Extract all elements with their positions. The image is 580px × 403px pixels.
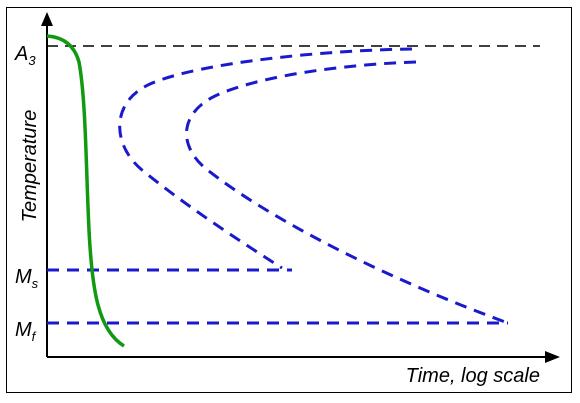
ms-label-main: M: [15, 266, 32, 288]
transformation-start-curve: [120, 49, 412, 268]
mf-label: Mf: [15, 319, 37, 344]
a3-label-sub: 3: [28, 53, 36, 68]
a3-label: A3: [14, 43, 36, 68]
mf-label-main: M: [15, 319, 32, 341]
ms-label-sub: s: [32, 276, 39, 291]
ms-label: Ms: [15, 266, 39, 291]
cooling-curve: [47, 36, 124, 346]
a3-label-main: A: [14, 43, 28, 65]
x-axis-label: Time, log scale: [406, 365, 540, 387]
x-axis-arrow-icon: [545, 351, 560, 363]
transformation-finish-curve: [187, 62, 508, 323]
mf-label-sub: f: [32, 329, 37, 344]
y-axis-arrow-icon: [41, 12, 53, 26]
y-axis-label: Temperature: [19, 110, 41, 223]
